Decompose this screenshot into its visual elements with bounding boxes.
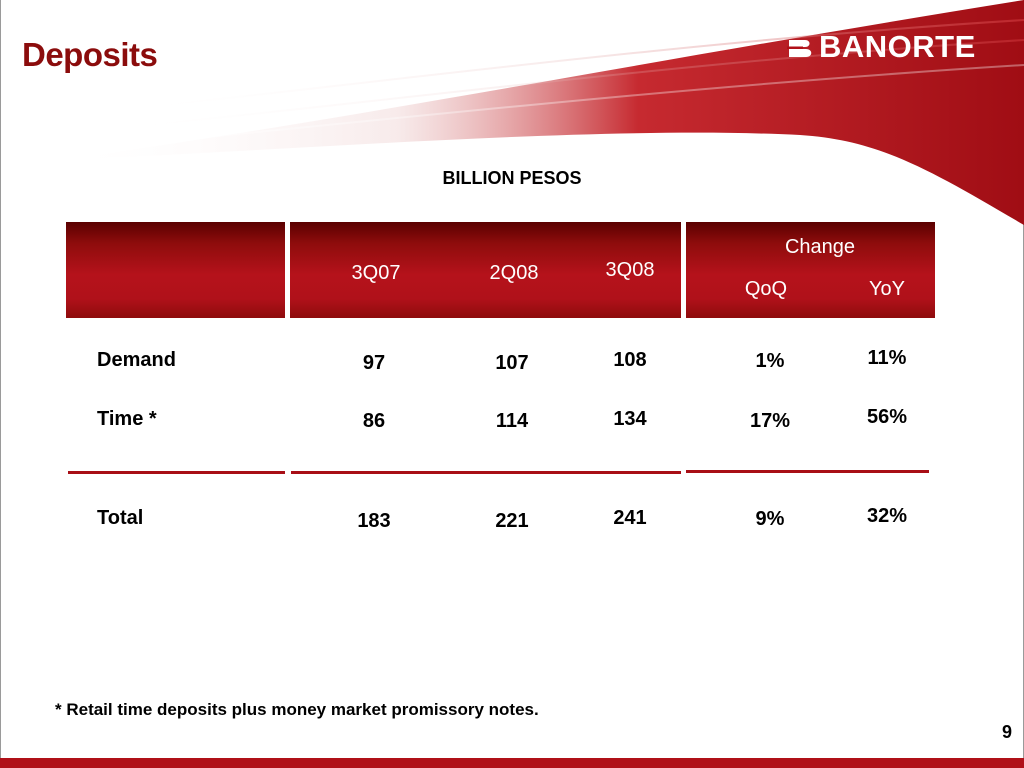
page-number: 9 [1001,722,1012,742]
table-cell: 183 [357,510,391,532]
column-header-qoq: QoQ [744,278,788,300]
table-cell: 86 [362,410,386,432]
table-header-periods-block [290,222,681,318]
column-header-3q08: 3Q08 [605,259,655,281]
total-separator-rule [291,471,681,474]
table-cell: 241 [613,507,647,529]
column-header-2q08: 2Q08 [489,262,539,284]
table-cell: 114 [495,410,529,432]
table-header-label-block [66,222,285,318]
table-cell: 17% [749,410,791,432]
table-cell: 56% [866,406,908,428]
table-cell: 11% [867,347,907,369]
table-cell: 32% [866,505,908,527]
column-header-3q07: 3Q07 [351,262,401,284]
total-separator-rule [686,470,929,473]
logo-text: BANORTE [819,29,976,64]
row-label-time: Time * [97,408,157,430]
table-cell: 97 [362,352,386,374]
bottom-accent-bar [0,758,1024,768]
table-header-change-block [686,222,935,318]
footnote: * Retail time deposits plus money market… [55,700,539,719]
table-cell: 221 [495,510,529,532]
banorte-logo-mark-icon [787,40,812,57]
table-subtitle: BILLION PESOS [442,168,582,188]
header-swoosh-graphic [60,0,1024,225]
banorte-logo: BANORTE [785,29,976,64]
column-header-change: Change [784,236,856,258]
page-title: Deposits [22,36,158,73]
table-cell: 108 [613,349,647,371]
column-header-yoy: YoY [869,278,905,300]
table-cell: 1% [755,350,785,372]
table-cell: 134 [613,408,647,430]
table-cell: 9% [755,508,785,530]
total-separator-rule [68,471,285,474]
table-cell: 107 [495,352,529,374]
row-label-demand: Demand [97,349,176,371]
row-label-total: Total [97,507,144,529]
